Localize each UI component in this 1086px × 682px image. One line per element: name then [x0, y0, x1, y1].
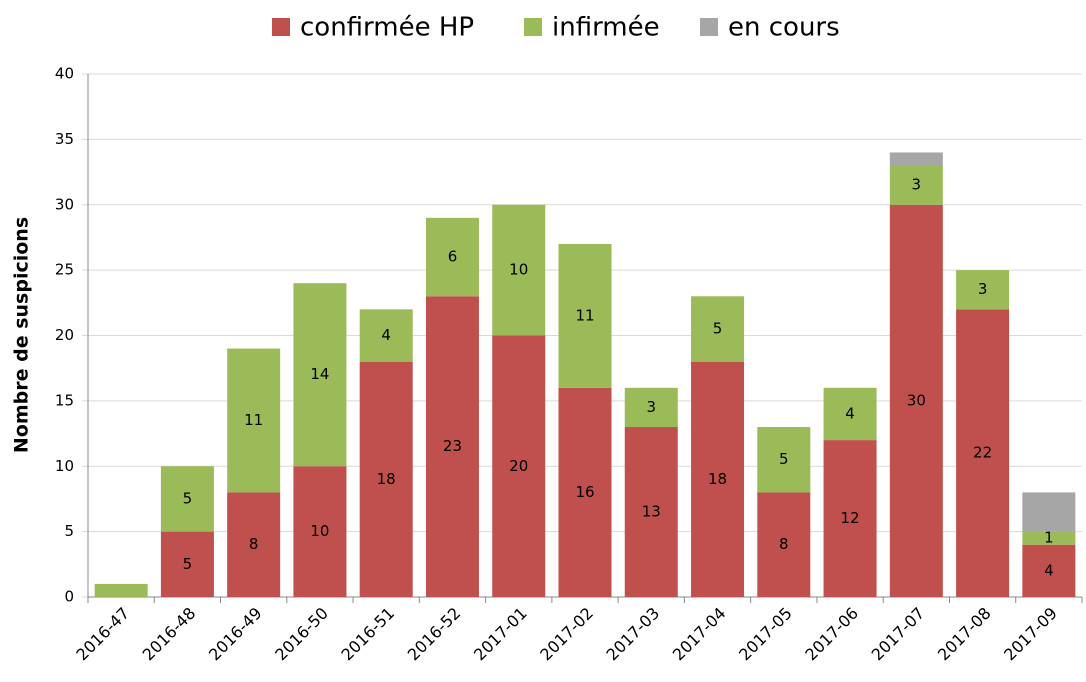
bar-segment: [425, 217, 479, 297]
y-tick-label: 40: [55, 65, 74, 83]
bar-segment: [160, 466, 214, 532]
data-label: 6: [448, 248, 458, 266]
data-label: 16: [575, 483, 594, 501]
y-axis-label: Nombre de suspicions: [11, 217, 33, 453]
data-label: 11: [244, 411, 263, 429]
data-label: 5: [713, 319, 723, 337]
bar-segment: [624, 427, 678, 597]
data-label: 14: [310, 365, 329, 383]
data-label: 4: [381, 326, 391, 344]
bar-segment: [691, 296, 745, 362]
x-tick-label: 2017-09: [1000, 604, 1061, 665]
x-tick-label: 2016-49: [205, 604, 266, 665]
data-label: 13: [642, 503, 661, 521]
y-tick-label: 30: [55, 195, 74, 213]
bar-segment: [1022, 492, 1076, 532]
x-tick-label: 2017-07: [868, 604, 929, 665]
y-tick-label: 15: [55, 391, 74, 409]
x-tick-label: 2017-06: [801, 604, 862, 665]
data-label: 10: [509, 261, 528, 279]
legend-label: infirmée: [552, 13, 660, 43]
data-label: 5: [183, 489, 193, 507]
data-label: 8: [249, 535, 259, 553]
bar-segment: [293, 466, 347, 597]
data-label: 18: [708, 470, 727, 488]
y-tick-label: 5: [64, 522, 74, 540]
data-label: 3: [646, 398, 656, 416]
bar-segment: [956, 270, 1010, 310]
bar-segment: [359, 309, 413, 362]
bar-segment: [227, 492, 281, 597]
legend-label: en cours: [728, 13, 840, 43]
y-tick-label: 0: [64, 588, 74, 606]
legend-swatch: [700, 18, 718, 36]
x-tick-label: 2017-01: [470, 604, 531, 665]
legend-swatch: [272, 18, 290, 36]
y-tick-label: 20: [55, 326, 74, 344]
bar-segment: [227, 348, 281, 493]
data-label: 30: [907, 391, 926, 409]
bar-segment: [293, 283, 347, 467]
data-label: 5: [779, 450, 789, 468]
bar-segment: [160, 531, 214, 597]
data-label: 12: [841, 509, 860, 527]
bar-segment: [889, 165, 943, 205]
bar-segment: [558, 243, 612, 388]
x-tick-label: 2017-05: [735, 604, 796, 665]
bar-segment: [823, 440, 877, 597]
bar-segment: [757, 427, 811, 493]
bar-segment: [956, 309, 1010, 597]
legend-label: confirmée HP: [300, 13, 474, 43]
bar-segment: [359, 361, 413, 597]
bar-segment: [492, 204, 546, 336]
data-label: 3: [912, 176, 922, 194]
y-tick-label: 25: [55, 261, 74, 279]
data-label: 3: [978, 280, 988, 298]
data-label: 20: [509, 457, 528, 475]
bar-segment: [624, 387, 678, 428]
x-tick-label: 2017-04: [669, 604, 730, 665]
x-tick-label: 2017-08: [934, 604, 995, 665]
bar-segment: [1022, 531, 1076, 545]
bar-segment: [1022, 544, 1076, 597]
data-label: 8: [779, 535, 789, 553]
x-tick-label: 2016-51: [337, 604, 398, 665]
y-tick-label: 35: [55, 130, 74, 148]
data-label: 23: [443, 437, 462, 455]
x-tick-label: 2016-48: [139, 604, 200, 665]
bar-segment: [889, 204, 943, 597]
x-tick-label: 2016-52: [404, 604, 465, 665]
data-label: 1: [1044, 529, 1054, 547]
bar-segment: [94, 583, 148, 597]
bar-segment: [757, 492, 811, 597]
data-label: 4: [845, 404, 855, 422]
x-tick-label: 2016-50: [271, 604, 332, 665]
bar-segment: [691, 361, 745, 597]
data-label: 22: [973, 444, 992, 462]
legend-swatch: [524, 18, 542, 36]
x-tick-label: 2016-47: [72, 604, 133, 665]
bar-segment: [823, 387, 877, 441]
data-label: 18: [377, 470, 396, 488]
x-tick-label: 2017-03: [603, 604, 664, 665]
bar-segment: [425, 296, 479, 597]
bar-segment: [558, 387, 612, 597]
bar-segment: [492, 335, 546, 597]
data-label: 5: [183, 555, 193, 573]
x-tick-label: 2017-02: [536, 604, 597, 665]
bar-segment: [889, 152, 943, 166]
data-label: 10: [310, 522, 329, 540]
data-label: 11: [575, 306, 594, 324]
y-tick-label: 10: [55, 457, 74, 475]
data-label: 4: [1044, 561, 1054, 579]
